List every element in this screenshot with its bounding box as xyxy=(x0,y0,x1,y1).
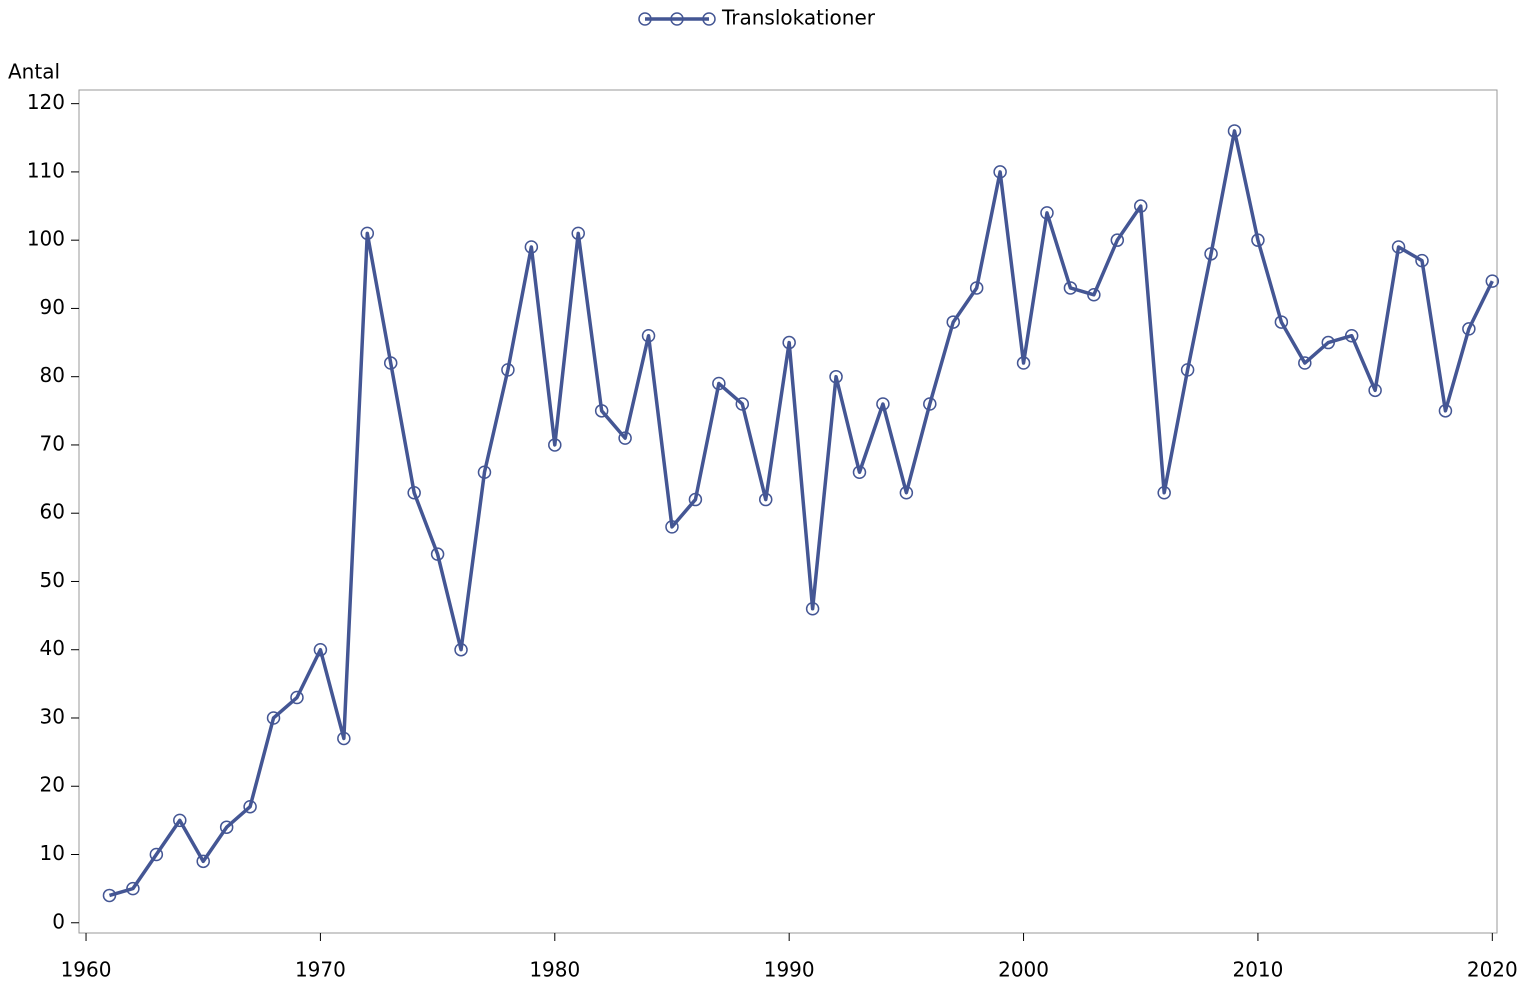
marker xyxy=(501,363,515,377)
x-tick-label: 1970 xyxy=(295,958,346,982)
marker xyxy=(758,492,773,507)
x-tick-label: 1980 xyxy=(529,958,580,982)
y-tick-label: 90 xyxy=(40,295,65,319)
marker xyxy=(1415,253,1429,268)
marker xyxy=(618,431,632,445)
marker xyxy=(454,642,468,657)
x-tick-label: 2010 xyxy=(1232,958,1283,982)
marker xyxy=(1110,233,1125,247)
marker xyxy=(477,465,492,480)
y-tick-label: 100 xyxy=(27,227,65,251)
marker xyxy=(735,397,750,411)
marker xyxy=(665,520,679,534)
marker xyxy=(1298,356,1312,370)
marker xyxy=(923,397,937,411)
legend-marker xyxy=(638,12,652,26)
marker xyxy=(243,799,257,814)
y-tick-label: 40 xyxy=(40,636,65,660)
marker xyxy=(1274,315,1289,329)
y-tick-label: 30 xyxy=(40,704,65,728)
marker xyxy=(196,854,210,869)
marker xyxy=(829,369,843,384)
marker xyxy=(102,888,117,903)
marker xyxy=(1157,485,1171,500)
legend-marker xyxy=(702,12,716,26)
y-axis-label: Antal xyxy=(8,60,60,84)
marker xyxy=(430,547,445,561)
y-tick-label: 80 xyxy=(40,363,65,387)
marker xyxy=(1321,335,1335,350)
marker xyxy=(1016,356,1031,370)
y-tick-label: 60 xyxy=(40,500,65,524)
y-tick-label: 110 xyxy=(27,158,65,182)
marker xyxy=(290,690,304,705)
y-tick-label: 20 xyxy=(40,773,65,797)
marker xyxy=(805,602,820,616)
marker xyxy=(337,731,351,746)
y-tick-label: 50 xyxy=(40,568,65,592)
marker xyxy=(1204,247,1218,261)
marker xyxy=(266,711,281,725)
marker xyxy=(969,281,984,295)
marker xyxy=(1344,328,1359,343)
marker xyxy=(688,492,703,507)
marker xyxy=(899,485,914,500)
marker xyxy=(782,335,796,350)
marker xyxy=(524,240,539,254)
legend-label: Translokationer xyxy=(721,6,876,30)
marker xyxy=(1391,240,1406,254)
marker xyxy=(712,376,726,391)
marker xyxy=(219,820,234,834)
marker xyxy=(173,813,187,828)
marker xyxy=(1368,383,1382,398)
marker xyxy=(1485,274,1500,288)
y-tick-label: 10 xyxy=(40,841,65,865)
marker xyxy=(313,642,328,657)
marker xyxy=(383,356,398,370)
marker xyxy=(1251,233,1265,247)
x-tick-label: 1960 xyxy=(61,958,112,982)
marker xyxy=(1040,206,1054,220)
marker xyxy=(993,165,1007,179)
marker xyxy=(1133,199,1148,213)
marker xyxy=(1462,322,1476,336)
marker xyxy=(1087,288,1101,302)
marker xyxy=(641,328,656,343)
y-tick-label: 70 xyxy=(40,431,65,455)
marker xyxy=(594,404,609,418)
x-tick-label: 2020 xyxy=(1467,958,1518,982)
marker xyxy=(1180,363,1195,377)
y-tick-label: 0 xyxy=(52,909,65,933)
legend-marker xyxy=(670,12,684,26)
marker xyxy=(126,881,140,896)
marker xyxy=(852,465,867,480)
marker xyxy=(1063,281,1078,295)
y-tick-label: 120 xyxy=(27,90,65,114)
marker xyxy=(946,315,960,329)
marker xyxy=(407,485,421,500)
x-tick-label: 2000 xyxy=(998,958,1049,982)
marker xyxy=(571,226,585,241)
marker xyxy=(876,397,890,411)
marker xyxy=(1227,124,1242,138)
marker xyxy=(548,438,562,452)
plot-frame xyxy=(78,89,1498,934)
marker xyxy=(149,847,164,862)
series-line xyxy=(108,129,1494,898)
marker xyxy=(1438,404,1453,418)
x-tick-label: 1990 xyxy=(764,958,815,982)
marker xyxy=(360,226,375,241)
